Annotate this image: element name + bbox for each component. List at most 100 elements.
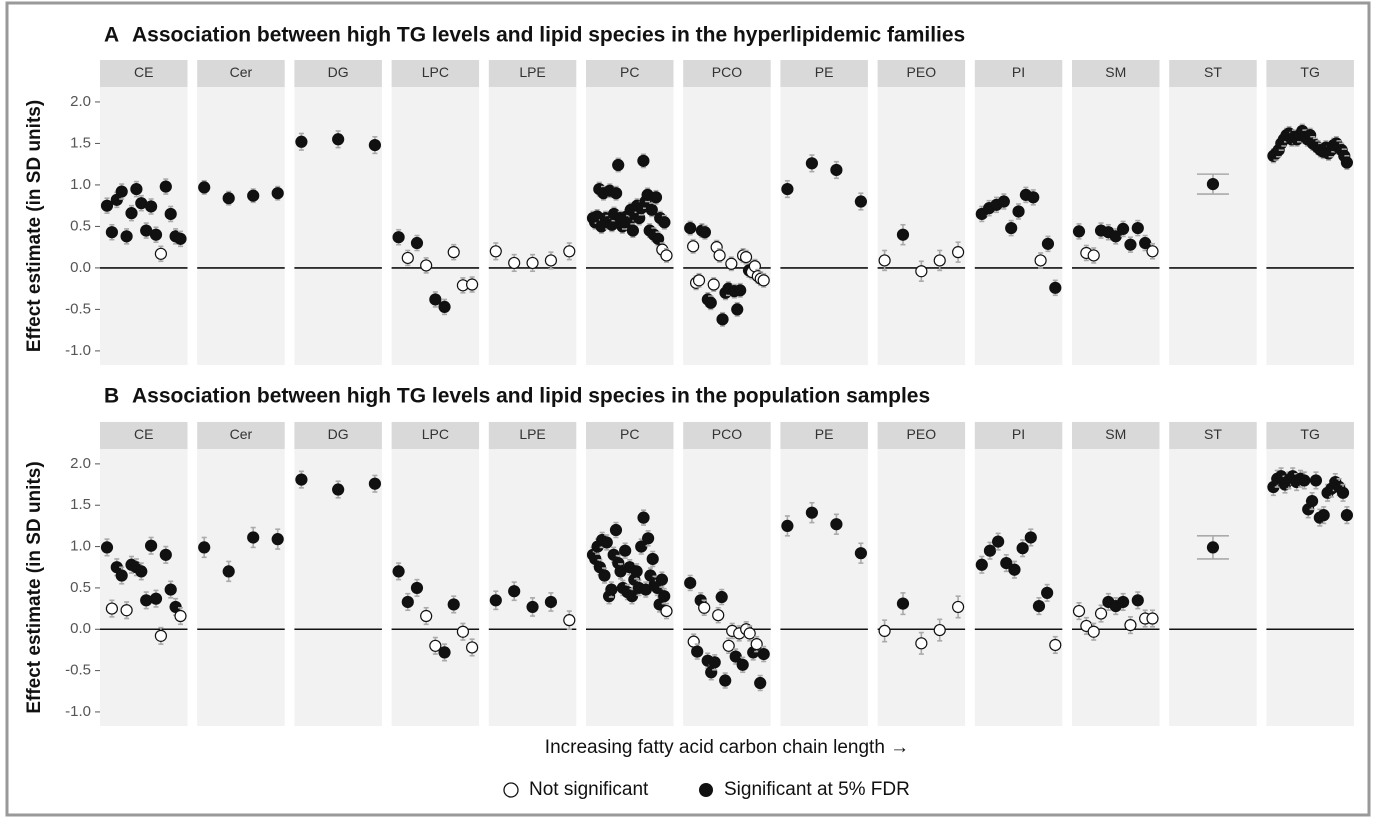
point	[878, 624, 891, 638]
point	[154, 629, 167, 642]
point	[713, 249, 726, 262]
point	[719, 674, 732, 687]
facet-panel	[391, 87, 480, 365]
point	[975, 558, 988, 571]
point	[271, 187, 284, 200]
point	[130, 182, 143, 196]
point	[854, 547, 868, 560]
point	[1146, 612, 1159, 625]
point	[447, 598, 460, 611]
point	[609, 523, 623, 537]
y-tick-label: 0.5	[70, 217, 91, 234]
facet-strip	[294, 60, 382, 87]
point	[687, 240, 700, 253]
point	[1016, 542, 1029, 555]
point	[447, 246, 460, 259]
point	[544, 254, 558, 267]
y-tick-label: 0.0	[70, 620, 91, 637]
facet-label: PE	[815, 426, 834, 442]
facet-label: PC	[620, 64, 639, 80]
facet-label: ST	[1204, 64, 1222, 80]
point	[725, 257, 738, 270]
point	[1336, 486, 1350, 499]
point	[805, 157, 819, 170]
facet-label: PCO	[712, 426, 742, 442]
panel-title: Association between high TG levels and l…	[132, 24, 965, 47]
point	[708, 656, 721, 669]
point	[933, 623, 946, 637]
point	[1139, 236, 1152, 250]
point	[1008, 563, 1021, 576]
point	[750, 638, 763, 651]
point	[609, 187, 623, 200]
point	[410, 236, 424, 250]
facet-label: TG	[1300, 426, 1319, 442]
point	[915, 265, 928, 278]
point	[707, 278, 720, 291]
point	[1034, 254, 1047, 267]
panel-title: Association between high TG levels and l…	[132, 385, 930, 408]
point	[731, 303, 744, 316]
point	[997, 195, 1010, 208]
facet-label: PEO	[907, 426, 937, 442]
facet-strip	[974, 60, 1063, 87]
point	[757, 647, 770, 661]
point	[466, 641, 479, 654]
facet-label: DG	[328, 64, 349, 80]
facet-strip	[197, 60, 285, 87]
point	[420, 609, 433, 623]
point	[600, 536, 613, 549]
point	[781, 182, 794, 196]
point	[489, 245, 502, 258]
point	[878, 254, 891, 267]
point	[1124, 619, 1137, 632]
point	[401, 251, 414, 265]
y-tick-label: 1.5	[70, 496, 91, 513]
facet-strip	[586, 422, 674, 449]
point	[646, 552, 659, 566]
facet-label: LPE	[519, 426, 545, 442]
point	[1041, 237, 1055, 250]
facet-panel	[1169, 87, 1257, 365]
point	[526, 256, 539, 270]
y-tick-label: 2.0	[70, 455, 91, 472]
point	[115, 185, 128, 198]
facet-label: TG	[1300, 64, 1319, 80]
point	[120, 230, 133, 243]
point	[332, 483, 345, 496]
point	[508, 256, 521, 270]
point	[1131, 221, 1144, 235]
point	[149, 228, 163, 241]
facet-strip	[1266, 422, 1354, 449]
point	[125, 207, 138, 220]
y-tick-label: 2.0	[70, 93, 91, 110]
point	[1024, 531, 1037, 544]
point	[854, 195, 868, 208]
point	[1012, 205, 1025, 218]
facet-label: CE	[134, 64, 153, 80]
point	[1116, 595, 1130, 609]
point	[642, 532, 655, 545]
point	[757, 274, 770, 287]
facet-panel	[488, 449, 577, 726]
y-tick-label: -0.5	[65, 662, 91, 679]
facet-strip	[488, 60, 577, 87]
facet-strip	[974, 422, 1063, 449]
point	[635, 540, 648, 553]
facet-panel	[974, 87, 1063, 365]
facet-panel	[197, 449, 285, 726]
point	[1317, 509, 1330, 522]
point	[1340, 509, 1354, 522]
point	[1005, 221, 1018, 235]
facet-strip	[780, 422, 868, 449]
point	[698, 226, 712, 239]
facet-label: Cer	[230, 64, 253, 80]
point	[658, 590, 671, 603]
point	[149, 592, 163, 605]
point	[605, 583, 618, 596]
point	[1094, 607, 1108, 620]
point	[983, 544, 997, 557]
point	[691, 645, 704, 658]
frame	[5, 1, 1371, 817]
facet-label: SM	[1105, 426, 1126, 442]
